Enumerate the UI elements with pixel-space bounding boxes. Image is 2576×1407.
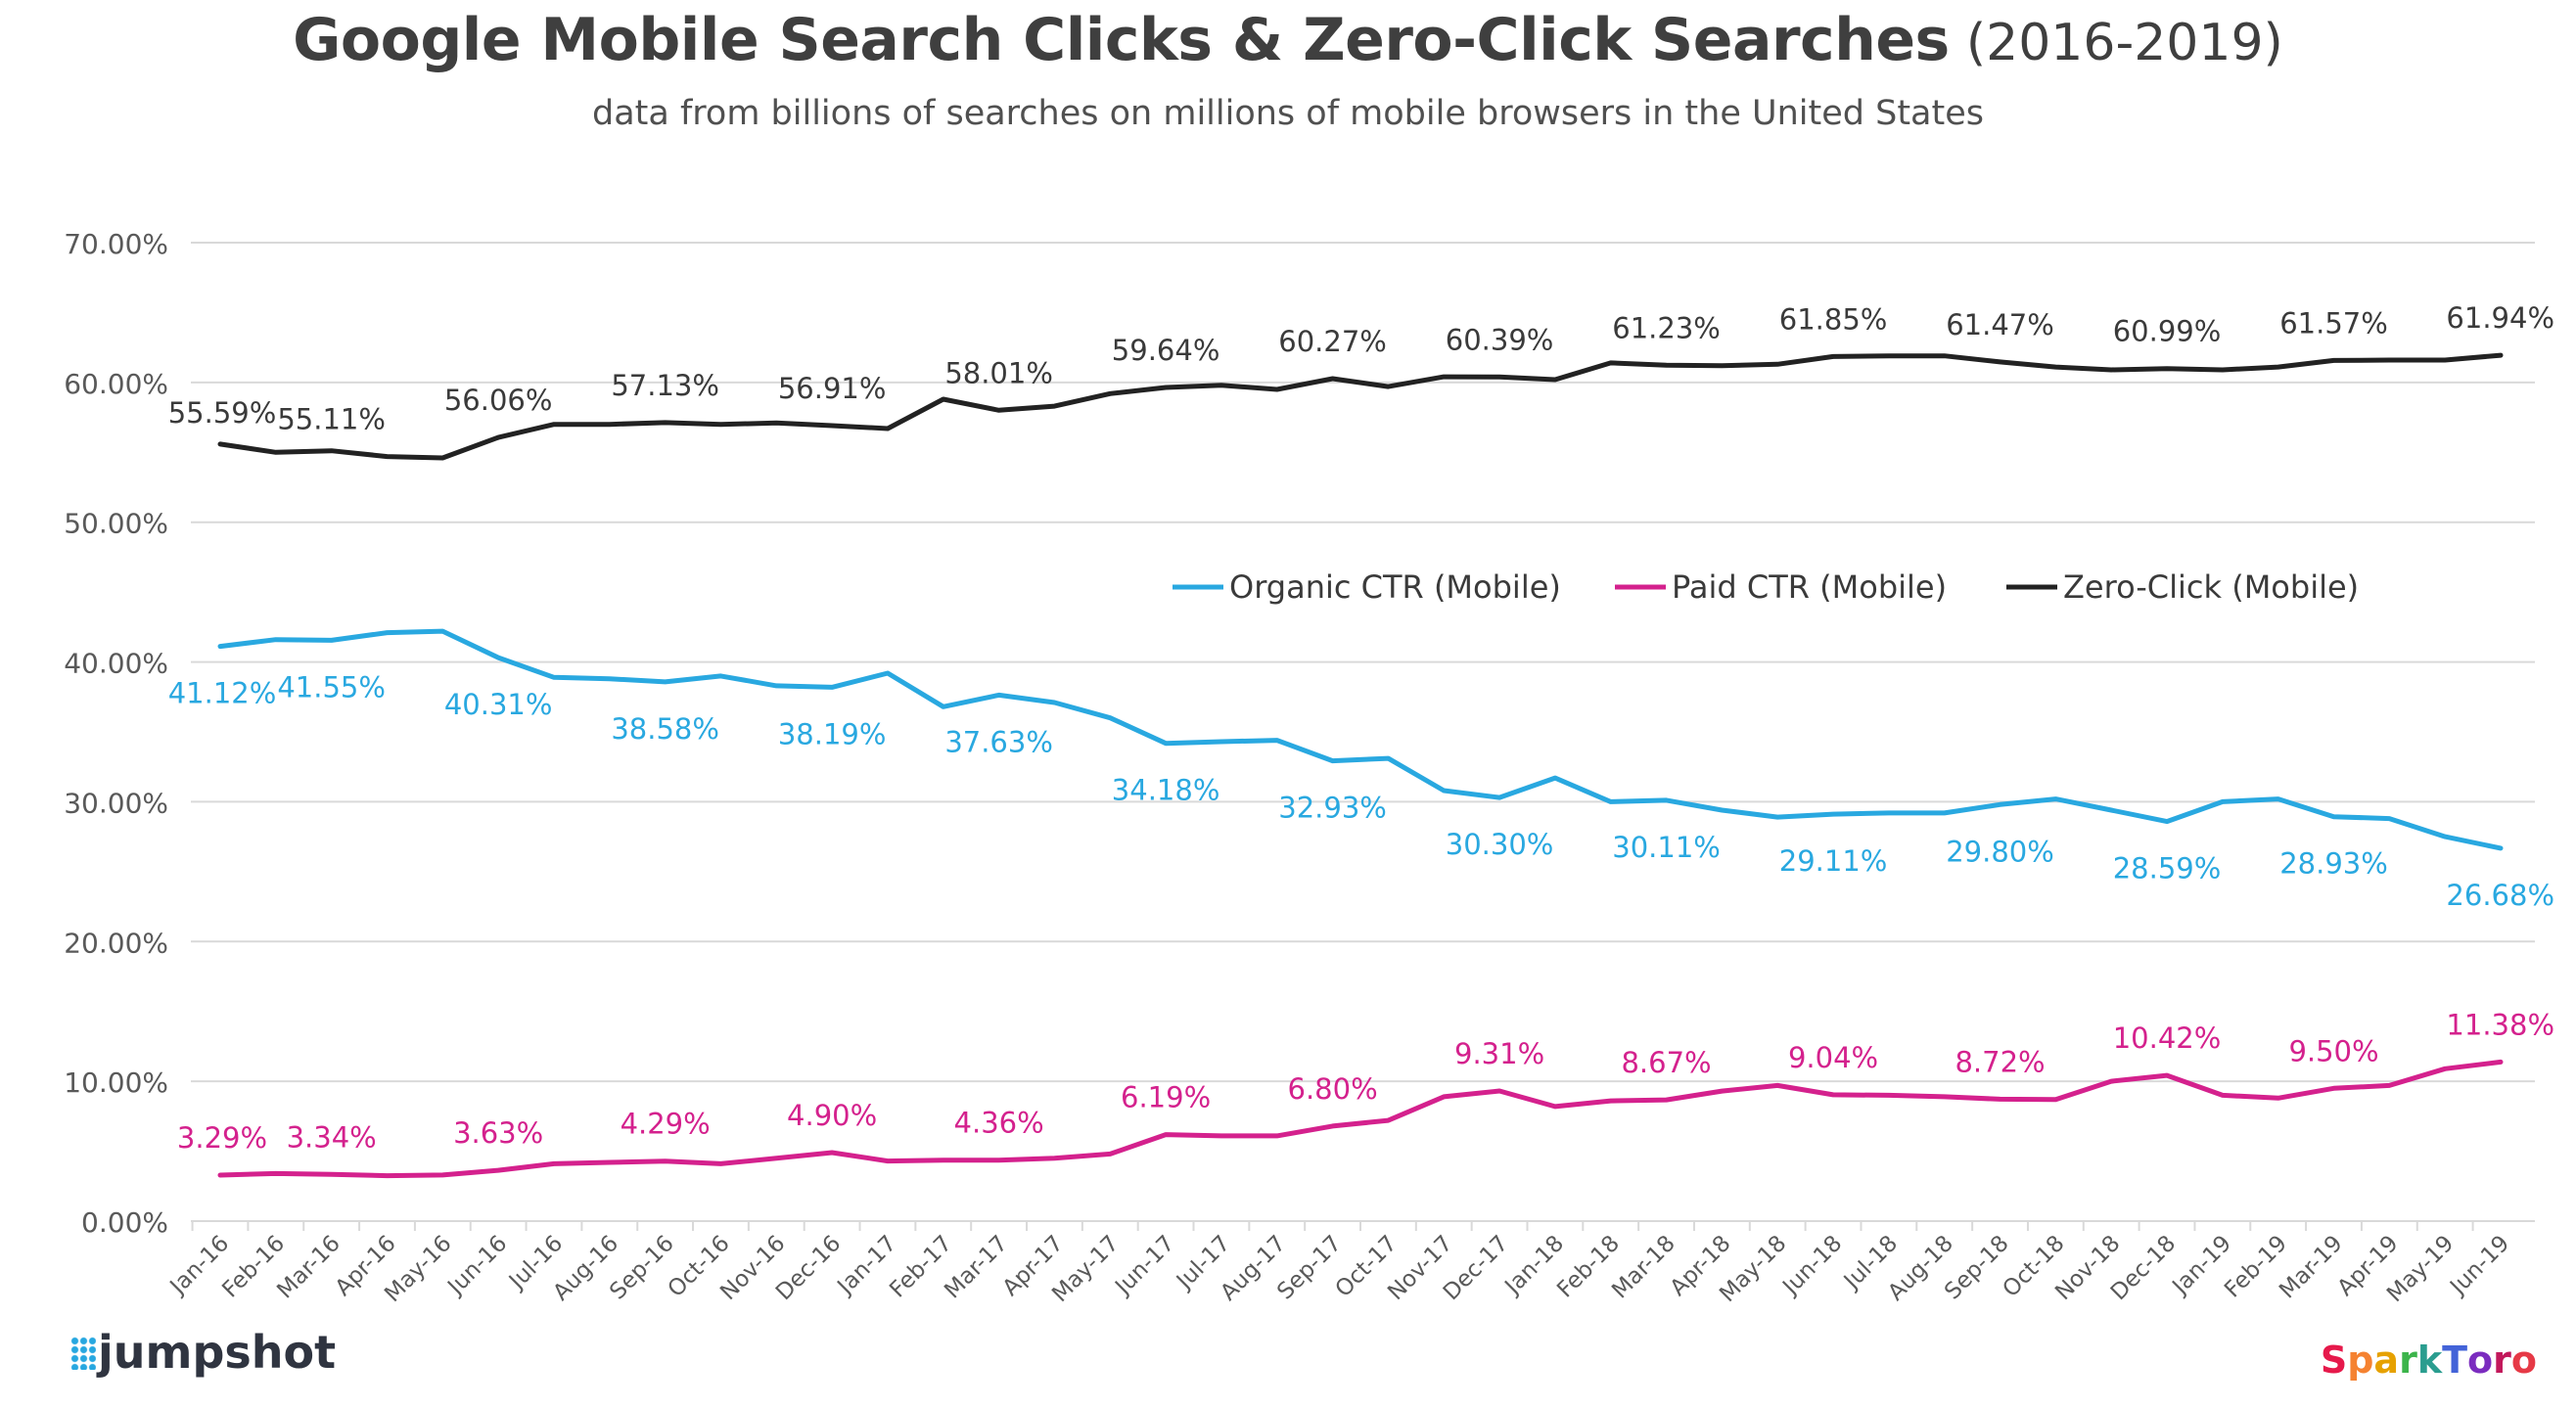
y-tick-label: 10.00%: [64, 1067, 168, 1099]
data-label-zero: 56.06%: [444, 384, 553, 417]
sparktoro-logo-letter: k: [2416, 1339, 2443, 1382]
data-label-organic: 28.59%: [2113, 852, 2222, 885]
sparktoro-logo-letter: o: [2510, 1339, 2537, 1382]
sparktoro-logo-letter: a: [2373, 1339, 2400, 1382]
legend: Organic CTR (Mobile) Paid CTR (Mobile) Zer…: [1173, 568, 2359, 606]
chart-subtitle: data from billions of searches on millio…: [592, 94, 1984, 133]
series-line-organic: [217, 628, 2504, 851]
x-tick-label: Jun-18: [1777, 1231, 1848, 1301]
chart-title-row: Google Mobile Search Clicks & Zero-Click…: [0, 6, 2576, 74]
x-tick-label: Jun-19: [2444, 1231, 2514, 1301]
y-tick-label: 30.00%: [64, 787, 168, 819]
y-tick-label: 0.00%: [81, 1206, 168, 1239]
data-label-zero: 55.11%: [277, 403, 386, 436]
series-lines: [217, 352, 2504, 1179]
data-label-organic: 30.30%: [1446, 828, 1554, 861]
data-label-organic: 30.11%: [1612, 831, 1721, 864]
data-label-paid: 4.29%: [621, 1108, 711, 1141]
data-label-paid: 6.19%: [1121, 1081, 1211, 1114]
data-label-paid: 4.90%: [787, 1099, 877, 1132]
data-label-paid: 9.31%: [1454, 1037, 1544, 1070]
legend-label-paid: Paid CTR (Mobile): [1672, 568, 1947, 606]
y-tick-label: 50.00%: [64, 508, 168, 540]
sparktoro-logo-letter: S: [2320, 1339, 2348, 1382]
y-tick-label: 70.00%: [64, 228, 168, 260]
data-label-zero: 56.91%: [778, 372, 887, 405]
data-label-paid: 10.42%: [2113, 1021, 2222, 1055]
data-label-zero: 58.01%: [944, 356, 1053, 389]
data-label-paid: 11.38%: [2446, 1008, 2554, 1041]
data-label-organic: 32.93%: [1278, 792, 1387, 825]
data-label-organic: 38.19%: [778, 717, 887, 750]
x-tick-label: Mar-19: [2275, 1231, 2348, 1304]
data-label-organic: 26.68%: [2446, 879, 2554, 912]
data-label-organic: 41.12%: [168, 677, 277, 710]
data-label-paid: 8.72%: [1955, 1045, 2045, 1078]
y-tick-label: 20.00%: [64, 927, 168, 959]
data-labels: 41.12% 41.55% 40.31% 38.58% 38.19% 37.63% 34.1…: [168, 301, 2554, 1155]
chart-title-years: (2016-2019): [1965, 14, 2283, 72]
sparktoro-logo: SparkToro: [2321, 1339, 2537, 1382]
data-label-paid: 6.80%: [1288, 1072, 1378, 1106]
data-label-zero: 61.57%: [2279, 306, 2388, 340]
data-label-zero: 61.47%: [1946, 308, 2054, 341]
data-label-paid: 3.29%: [177, 1121, 267, 1155]
sparktoro-logo-letter: p: [2347, 1339, 2374, 1382]
jumpshot-dots-icon: [70, 1337, 96, 1370]
data-label-organic: 38.58%: [611, 712, 719, 746]
x-axis-tick-labels: Jan-16Feb-16Mar-16Apr-16May-16Jun-16Jul-…: [164, 1221, 2514, 1307]
data-label-zero: 60.27%: [1278, 325, 1387, 358]
series-line-zero: [217, 352, 2504, 461]
x-tick-label: Mar-18: [1607, 1231, 1680, 1304]
jumpshot-logo: jumpshot: [70, 1326, 336, 1379]
sparktoro-logo-letter: T: [2442, 1339, 2468, 1382]
data-label-zero: 61.85%: [1779, 302, 1888, 336]
y-tick-label: 60.00%: [64, 368, 168, 400]
data-label-zero: 60.39%: [1446, 323, 1554, 356]
data-label-organic: 34.18%: [1112, 774, 1220, 807]
data-label-zero: 61.94%: [2446, 301, 2554, 335]
sparktoro-logo-letter: o: [2467, 1339, 2494, 1382]
y-tick-label: 40.00%: [64, 648, 168, 680]
sparktoro-logo-letter: r: [2493, 1339, 2511, 1382]
gridlines: [191, 242, 2535, 1222]
data-label-paid: 3.63%: [453, 1116, 543, 1150]
x-tick-label: Jun-16: [442, 1231, 513, 1301]
chart-title: Google Mobile Search Clicks & Zero-Click…: [293, 6, 1950, 74]
data-label-zero: 55.59%: [168, 396, 277, 430]
data-label-paid: 3.34%: [287, 1120, 377, 1154]
series-line-paid: [217, 1059, 2504, 1179]
sparktoro-logo-letter: r: [2399, 1339, 2417, 1382]
data-label-zero: 59.64%: [1112, 334, 1220, 367]
x-tick-label: Mar-16: [272, 1231, 345, 1304]
data-label-organic: 29.80%: [1946, 835, 2054, 868]
data-label-paid: 9.50%: [2288, 1034, 2378, 1067]
x-tick-label: Mar-17: [940, 1231, 1013, 1304]
data-label-organic: 41.55%: [277, 670, 386, 704]
data-label-organic: 37.63%: [944, 725, 1053, 758]
data-label-zero: 60.99%: [2113, 315, 2222, 348]
legend-label-organic: Organic CTR (Mobile): [1229, 568, 1561, 606]
data-label-paid: 8.67%: [1621, 1046, 1711, 1079]
data-label-organic: 29.11%: [1779, 844, 1888, 878]
legend-label-zero: Zero-Click (Mobile): [2063, 568, 2359, 606]
data-label-organic: 40.31%: [444, 688, 553, 721]
y-axis-tick-labels: 0.00% 10.00% 20.00% 30.00% 40.00% 50.00% 60.00…: [64, 228, 168, 1239]
data-label-paid: 9.04%: [1788, 1041, 1878, 1074]
data-label-zero: 57.13%: [611, 369, 719, 402]
jumpshot-logo-text: jumpshot: [98, 1326, 337, 1379]
x-tick-label: Jun-17: [1110, 1231, 1180, 1301]
data-label-zero: 61.23%: [1612, 311, 1721, 344]
data-label-paid: 4.36%: [954, 1107, 1044, 1140]
data-label-organic: 28.93%: [2279, 847, 2388, 881]
